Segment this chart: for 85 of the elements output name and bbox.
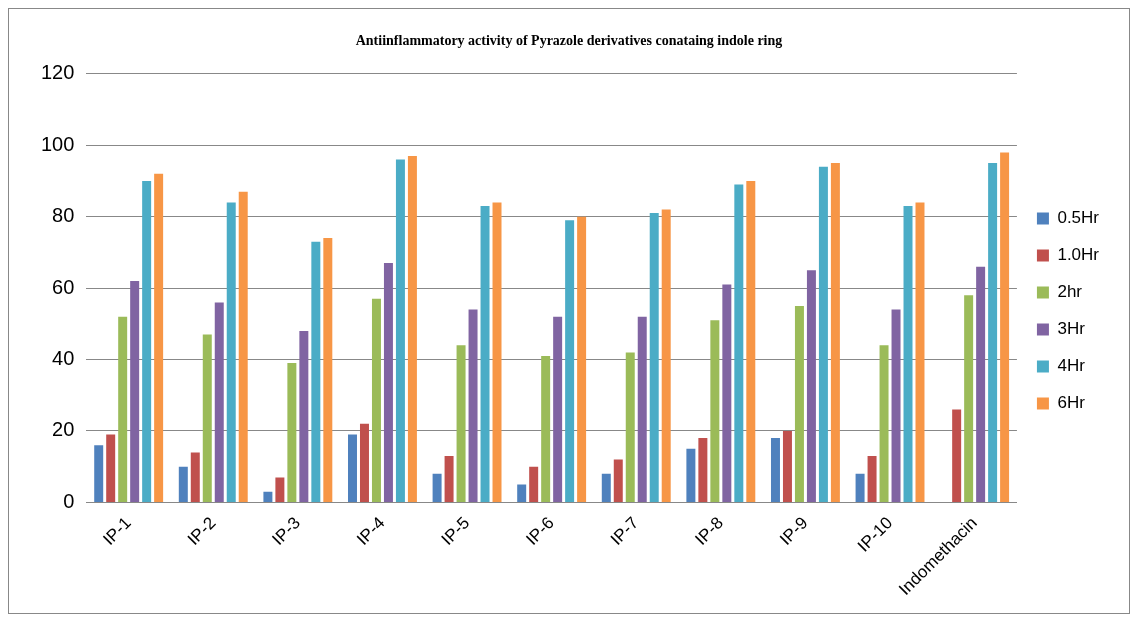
legend-label: 4Hr — [1057, 356, 1086, 376]
bar — [553, 316, 563, 502]
bar — [988, 163, 998, 502]
bar — [444, 455, 454, 502]
bar — [287, 363, 297, 502]
bar — [830, 163, 840, 502]
bar — [517, 484, 527, 502]
bar — [190, 452, 200, 502]
legend-label: 3Hr — [1057, 319, 1086, 339]
bar — [806, 270, 816, 502]
bar — [371, 298, 381, 502]
x-tick-label: IP-8 — [691, 513, 727, 549]
bar — [746, 180, 756, 502]
bar — [722, 284, 732, 502]
bar — [710, 320, 720, 502]
bar — [625, 352, 635, 502]
y-tick-label: 100 — [40, 132, 75, 155]
bar — [891, 309, 901, 502]
bar — [770, 438, 780, 502]
legend-label: 6Hr — [1057, 393, 1086, 413]
y-tick-label: 40 — [52, 347, 75, 370]
bar — [468, 309, 478, 502]
bar — [238, 191, 248, 502]
bar — [698, 438, 708, 502]
bar — [734, 184, 744, 502]
bar — [855, 473, 865, 502]
bar — [202, 334, 212, 502]
bar — [976, 266, 986, 502]
bar — [94, 445, 104, 502]
bar — [964, 295, 974, 502]
bar — [686, 448, 696, 502]
bar — [359, 423, 369, 502]
y-tick-label: 60 — [52, 275, 75, 298]
legend-label: 1.0Hr — [1057, 245, 1100, 265]
bar — [1000, 152, 1010, 502]
y-tick-label: 20 — [52, 418, 75, 441]
y-tick-label: 120 — [40, 61, 75, 84]
bar — [154, 173, 164, 502]
bar — [263, 491, 273, 502]
x-tick-label: IP-2 — [183, 513, 220, 549]
bar — [903, 205, 913, 502]
bar — [529, 466, 539, 502]
x-tick-label: IP-1 — [99, 513, 135, 549]
bar — [275, 477, 285, 502]
bar — [323, 238, 333, 502]
bar — [395, 159, 405, 502]
x-tick-label: IP-9 — [776, 513, 812, 549]
bar — [299, 330, 309, 502]
bar — [541, 355, 551, 502]
bar — [613, 459, 623, 502]
bar — [311, 241, 321, 502]
bar — [782, 430, 792, 502]
x-tick-label: IP-6 — [522, 513, 558, 549]
x-tick-label: IP-4 — [353, 513, 389, 549]
bar — [637, 316, 647, 502]
bar — [226, 202, 236, 502]
bar — [480, 205, 490, 502]
bar — [214, 302, 224, 502]
chart-title: Antiinflammatory activity of Pyrazole derivatives conataing indole ring — [355, 33, 783, 49]
bar — [348, 434, 357, 502]
bar — [661, 209, 671, 502]
bar — [492, 202, 502, 502]
legend-label: 0.5Hr — [1057, 208, 1100, 228]
bar — [577, 216, 587, 502]
x-tick-label: IP-3 — [268, 513, 304, 549]
bar — [794, 305, 804, 502]
y-tick-label: 80 — [52, 204, 75, 227]
bar — [565, 220, 575, 502]
bar — [118, 316, 128, 502]
y-tick-label: 0 — [63, 489, 75, 512]
bar — [178, 466, 188, 502]
bar — [106, 434, 116, 502]
bar — [432, 473, 442, 502]
bar — [130, 280, 140, 502]
legend-label: 2hr — [1057, 282, 1083, 302]
bar — [952, 409, 962, 502]
bar — [407, 155, 417, 502]
bar — [142, 180, 152, 502]
bar — [649, 213, 659, 502]
bar — [867, 455, 877, 502]
bar — [879, 345, 889, 502]
bar — [601, 473, 611, 502]
bar — [456, 345, 466, 502]
bar — [383, 263, 393, 502]
bar — [818, 166, 828, 502]
